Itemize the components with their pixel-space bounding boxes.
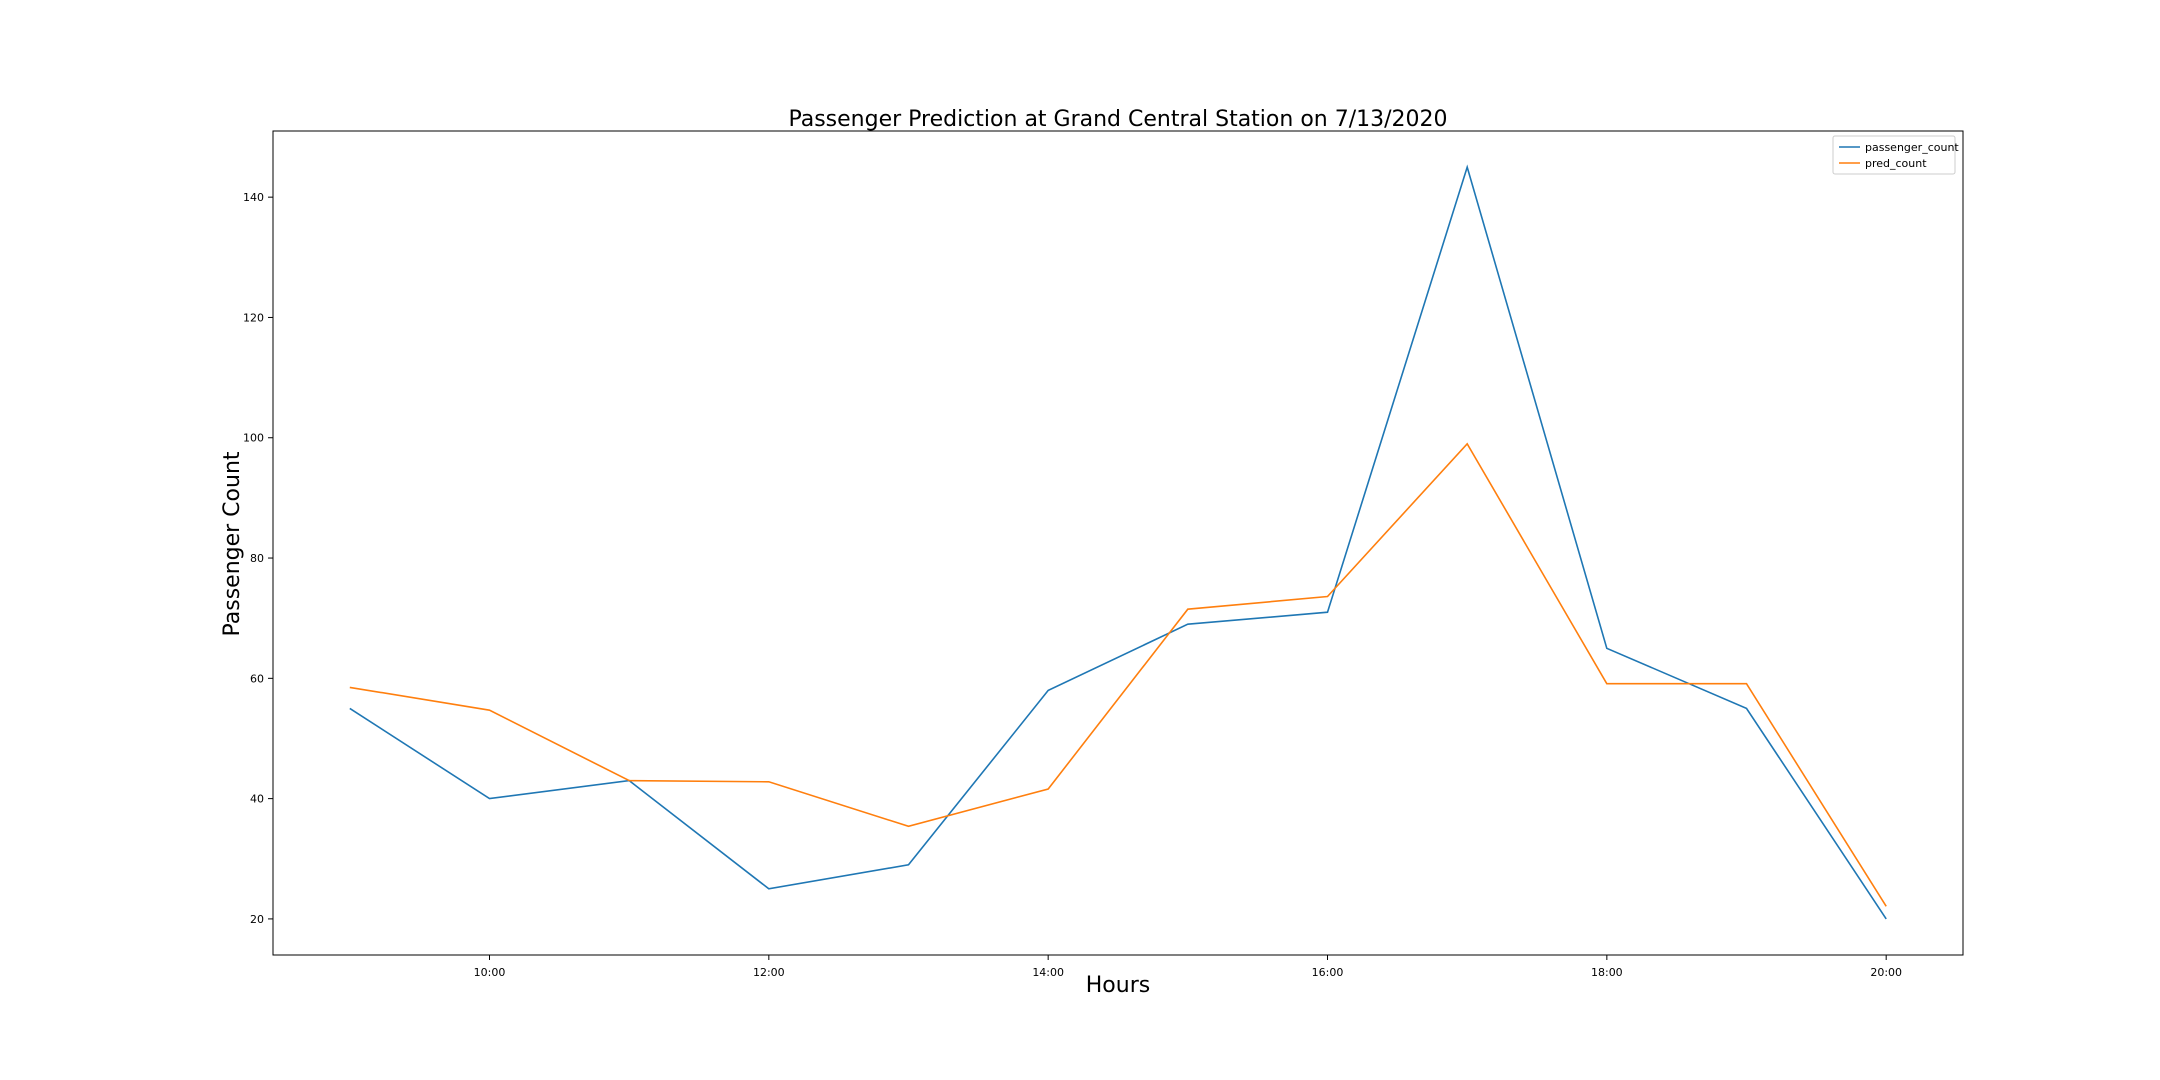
x-tick-label: 10:00 <box>474 966 506 979</box>
series-line-passenger-count <box>349 164 1887 920</box>
legend-label: passenger_count <box>1865 141 1959 154</box>
y-axis-title: Passenger Count <box>220 451 245 636</box>
legend: passenger_count pred_count <box>1832 135 1959 175</box>
x-tick-label: 20:00 <box>1870 966 1902 979</box>
plot-area <box>272 130 1964 956</box>
x-axis: 10:00 12:00 14:00 16:00 18:00 20:00 <box>474 955 1902 979</box>
x-axis-title: Hours <box>1086 973 1150 998</box>
legend-box <box>1832 135 1956 175</box>
x-tick-label: 14:00 <box>1032 966 1064 979</box>
plot-frame <box>272 130 1964 956</box>
y-tick-label: 100 <box>243 432 264 445</box>
series-lines <box>349 164 1887 920</box>
y-tick-label: 140 <box>243 191 264 204</box>
chart-title: Passenger Prediction at Grand Central St… <box>788 107 1447 132</box>
y-tick-label: 60 <box>250 672 264 685</box>
series-line-pred-count <box>349 442 1887 907</box>
y-tick-label: 20 <box>250 913 264 926</box>
y-axis: 20 40 60 80 100 120 140 <box>243 191 273 926</box>
x-tick-label: 12:00 <box>753 966 785 979</box>
y-tick-label: 80 <box>250 552 264 565</box>
x-tick-label: 18:00 <box>1591 966 1623 979</box>
x-tick-label: 16:00 <box>1312 966 1344 979</box>
y-tick-label: 40 <box>250 793 264 806</box>
y-tick-label: 120 <box>243 311 264 324</box>
legend-label: pred_count <box>1865 157 1927 170</box>
